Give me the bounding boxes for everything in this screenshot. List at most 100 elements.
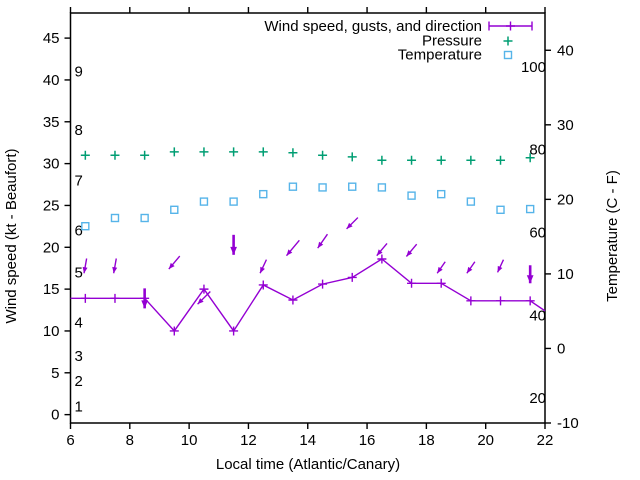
- temperature-point: [525, 204, 535, 214]
- temperature-point: [140, 213, 149, 223]
- wind-speed-point: [525, 296, 535, 306]
- beaufort-scale-label: 3: [75, 348, 83, 365]
- x-tick-label: 8: [126, 432, 134, 449]
- wind-arrow-head: [197, 298, 204, 305]
- y-left-tick-label: 5: [51, 365, 59, 382]
- wind-arrow-head: [437, 266, 443, 274]
- wind-direction-arrows: [82, 217, 534, 309]
- y-left-tick-label: 10: [43, 323, 60, 340]
- temperature-point: [81, 221, 90, 231]
- y-left-tick-label: 30: [43, 156, 60, 173]
- wind-speed-line: [70, 258, 546, 333]
- wind-arrow-head: [82, 266, 88, 274]
- wind-speed-point: [377, 254, 387, 264]
- pressure-point: [407, 155, 417, 165]
- x-tick-label: 20: [477, 432, 494, 449]
- beaufort-scale-label: 5: [75, 264, 83, 281]
- beaufort-scale-label: 8: [75, 122, 83, 139]
- wind-speed-point: [199, 284, 209, 294]
- beaufort-scale-label: 1: [75, 398, 83, 415]
- y-right-tick-label: 40: [557, 42, 574, 59]
- temperature-point: [288, 182, 298, 191]
- pressure-point: [525, 153, 535, 163]
- wind-speed-point: [80, 293, 90, 303]
- y-right-tick-label: 10: [557, 266, 574, 283]
- legend-samples: [488, 21, 533, 60]
- y-left-tick-label: 15: [43, 281, 60, 298]
- wind-speed-point: [318, 279, 328, 289]
- pressure-point: [318, 150, 328, 160]
- x-tick-label: 6: [66, 432, 74, 449]
- wind-speed-point: [496, 296, 506, 306]
- x-axis-title: Local time (Atlantic/Canary): [216, 456, 400, 473]
- y-right-tick-label: 0: [557, 340, 565, 357]
- wind-speed-point: [229, 326, 239, 336]
- wind-speed-point: [110, 293, 120, 303]
- wind-arrow-head: [406, 250, 413, 257]
- x-tick-label: 18: [418, 432, 435, 449]
- wind-arrow-head: [346, 222, 353, 229]
- wind-arrow-head: [168, 262, 175, 270]
- pressure-point: [229, 147, 239, 157]
- temperature-point: [496, 205, 505, 215]
- wind-arrow-head: [112, 266, 118, 274]
- y-right-tick-label: -10: [557, 415, 579, 432]
- y-right-axis-title: Temperature (C - F): [604, 170, 621, 302]
- wind-speed-point: [347, 272, 357, 282]
- temperature-point: [318, 183, 327, 192]
- y-left-tick-label: 25: [43, 197, 60, 214]
- legend-temperature-sample-marker: [503, 50, 513, 60]
- x-tick-label: 16: [359, 432, 376, 449]
- wind-arrow-head: [230, 246, 237, 255]
- pressure-point: [288, 148, 298, 158]
- legend-label-pressure: Pressure: [422, 33, 482, 50]
- temperature-point: [229, 197, 238, 206]
- y-right-ticks: [545, 49, 551, 424]
- legend-label-temperature: Temperature: [398, 47, 482, 64]
- y-left-tick-label: 35: [43, 114, 60, 131]
- legend-pressure-sample-marker: [503, 36, 513, 46]
- x-tick-label: 12: [240, 432, 257, 449]
- pressure-point: [466, 155, 476, 165]
- y-left-tick-label: 40: [43, 72, 60, 89]
- pressure-point: [496, 155, 506, 165]
- legend: Wind speed, gusts, and direction Pressur…: [264, 18, 533, 64]
- y-left-tick-label: 0: [51, 407, 59, 424]
- pressure-point: [140, 150, 150, 160]
- pressure-point: [199, 147, 209, 157]
- y-left-tick-label: 45: [43, 30, 60, 47]
- y-right-tick-label: 20: [557, 191, 574, 208]
- wind-speed-point: [436, 278, 446, 288]
- x-ticks: [69, 7, 546, 429]
- wind-arrow-head: [466, 266, 473, 274]
- legend-wind-sample-marker: [506, 21, 515, 31]
- temperature-point: [437, 189, 446, 199]
- pressure-point: [169, 147, 179, 157]
- plot-area: 6 8 10 12 14 16 18 20 22051015202530354045-10010…: [43, 7, 579, 449]
- pressure-point: [436, 155, 446, 165]
- fahrenheit-scale-label: 100: [521, 59, 546, 76]
- fahrenheit-scale-label: 80: [529, 142, 546, 159]
- temperature-point: [377, 183, 387, 192]
- wind-arrow-head: [317, 241, 324, 249]
- fahrenheit-scale-label: 20: [529, 390, 546, 407]
- pressure-point: [110, 150, 120, 160]
- pressure-series: [80, 147, 535, 165]
- x-tick-label: 14: [299, 432, 316, 449]
- x-tick-label: 22: [537, 432, 554, 449]
- beaufort-scale-label: 7: [75, 172, 83, 189]
- pressure-point: [258, 147, 268, 157]
- temperature-point: [199, 197, 209, 206]
- wind-arrow-head: [526, 275, 534, 284]
- fahrenheit-scale-label: 60: [529, 224, 546, 241]
- wind-speed-series: [70, 254, 546, 336]
- temperature-point: [348, 182, 357, 191]
- x-tick-label: 10: [181, 432, 198, 449]
- beaufort-scale-label: 9: [75, 64, 83, 81]
- pressure-point: [80, 150, 90, 160]
- wind-speed-point: [288, 295, 298, 305]
- wind-speed-point: [466, 296, 476, 306]
- temperature-point: [259, 189, 268, 199]
